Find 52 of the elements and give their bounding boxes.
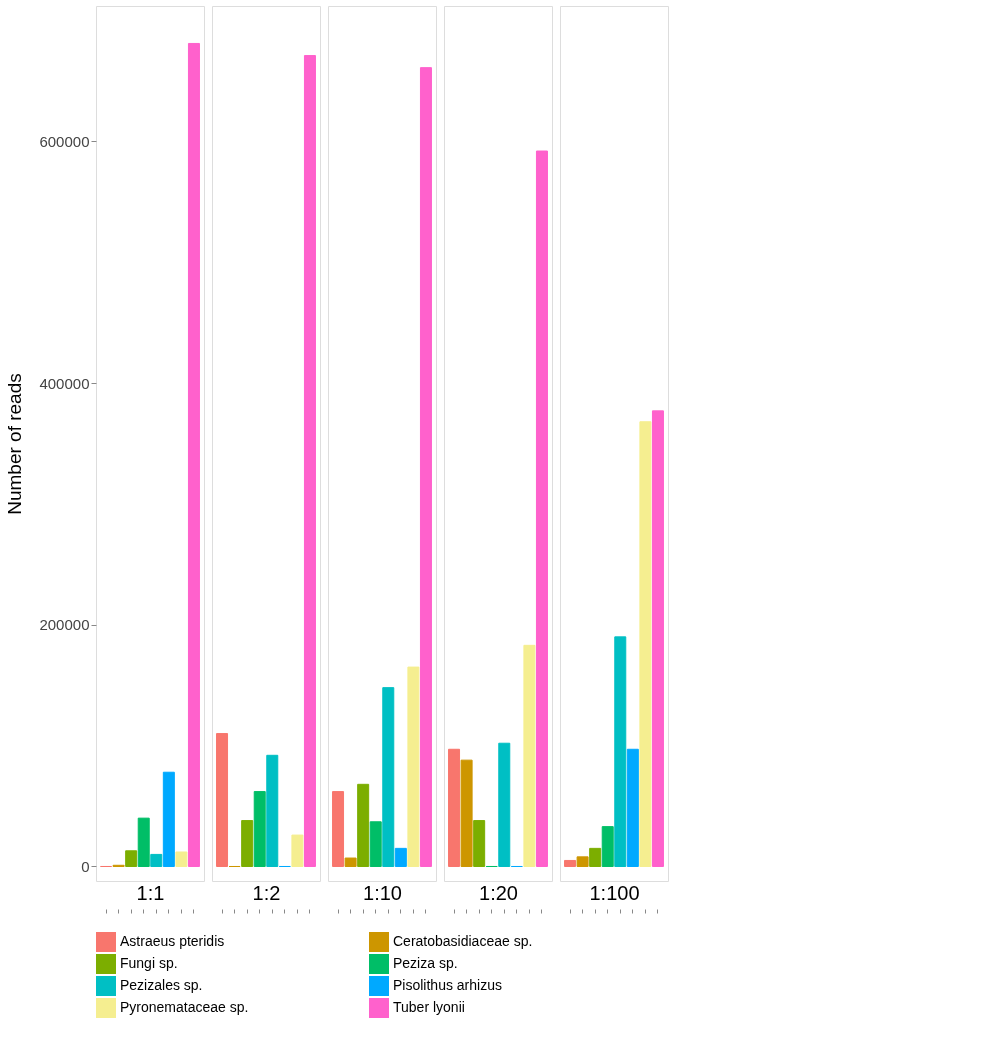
y-tick-label: 600000 (39, 132, 90, 150)
bar (448, 748, 461, 867)
x-tick-label: 1:20 (479, 882, 518, 904)
bar (407, 666, 420, 867)
bar (187, 42, 200, 867)
x-tick-label: 1:100 (589, 882, 640, 904)
legend-label: Fungi sp. (120, 955, 178, 971)
bar (137, 817, 150, 867)
bar (589, 847, 602, 867)
bar (175, 851, 188, 867)
bar (382, 687, 395, 867)
bar (266, 754, 279, 867)
bar (303, 55, 316, 867)
y-tick-label: 0 (81, 858, 90, 875)
bar (535, 150, 548, 867)
y-axis-title: Number of reads (4, 373, 26, 515)
bar (344, 857, 357, 867)
bar (369, 821, 382, 867)
legend-label: Pezizales sp. (120, 977, 203, 993)
bar (639, 421, 652, 867)
bar (291, 834, 304, 867)
bar (614, 636, 627, 867)
y-tick-label: 200000 (39, 616, 90, 634)
legend-label: Pyronemataceae sp. (120, 999, 249, 1015)
legend-label: Tuber lyonii (393, 999, 465, 1015)
bar (498, 742, 511, 867)
bar (150, 853, 163, 867)
bar (162, 771, 175, 867)
legend-label: Astraeus pteridis (120, 933, 225, 949)
bar (357, 783, 370, 867)
bar (651, 410, 664, 867)
legend-label: Ceratobasidiaceae sp. (393, 933, 533, 949)
x-tick-label: 1:10 (363, 882, 402, 904)
bar (241, 820, 254, 867)
bar (332, 791, 345, 867)
bar (216, 733, 229, 867)
bar (394, 847, 407, 867)
legend-label: Peziza sp. (393, 955, 458, 971)
x-tick-label: 1:2 (252, 882, 281, 904)
bar (576, 856, 589, 867)
bar (460, 759, 473, 867)
bar (626, 748, 639, 867)
bar (253, 791, 266, 867)
bar (125, 850, 138, 867)
y-tick-label: 400000 (39, 374, 90, 392)
x-tick-label: 1:1 (136, 882, 165, 904)
legend-label: Pisolithus arhizus (393, 977, 502, 993)
bar (473, 820, 486, 867)
bar (523, 644, 536, 867)
bar (419, 67, 432, 867)
bar (564, 859, 577, 867)
bar (601, 826, 614, 867)
